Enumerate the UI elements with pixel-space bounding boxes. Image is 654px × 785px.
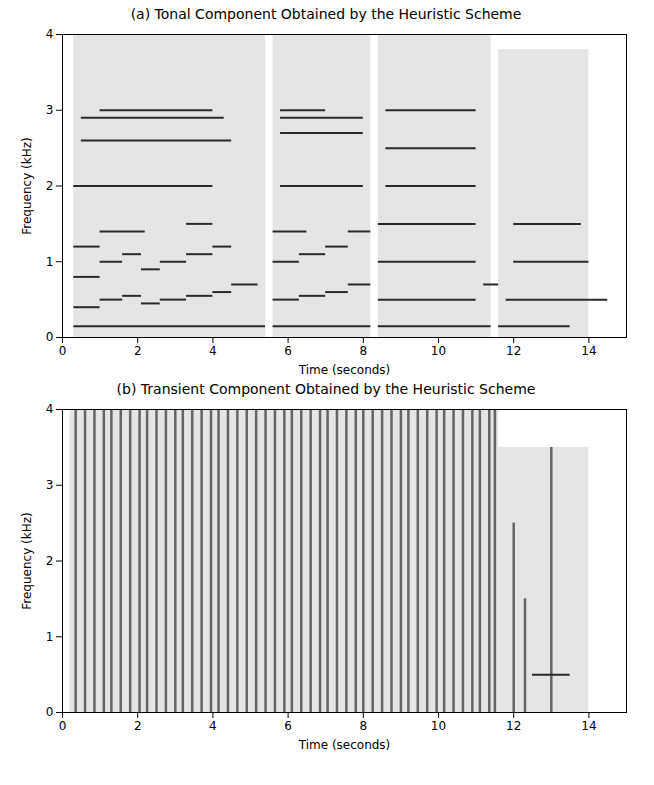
svg-text:2: 2 — [46, 554, 54, 568]
svg-text:Frequency (kHz): Frequency (kHz) — [20, 137, 34, 234]
svg-text:10: 10 — [431, 719, 446, 733]
svg-text:2: 2 — [46, 179, 54, 193]
html-text:(b) Transient Component Obtain: (b) Transient Component Obtained by the … — [116, 381, 536, 397]
svg-text:8: 8 — [359, 344, 367, 358]
svg-text:4: 4 — [209, 344, 217, 358]
svg-text:0: 0 — [46, 330, 54, 344]
svg-text:10: 10 — [431, 344, 446, 358]
svg-text:6: 6 — [284, 344, 292, 358]
svg-text:6: 6 — [284, 719, 292, 733]
svg-text:1: 1 — [46, 255, 54, 269]
svg-text:Time (seconds): Time (seconds) — [298, 738, 391, 752]
svg-text:4: 4 — [46, 27, 54, 41]
svg-text:Time (seconds): Time (seconds) — [298, 363, 391, 377]
svg-text:2: 2 — [134, 719, 142, 733]
svg-text:0: 0 — [59, 719, 67, 733]
svg-text:0: 0 — [59, 344, 67, 358]
svg-text:Frequency (kHz): Frequency (kHz) — [20, 512, 34, 609]
svg-text:3: 3 — [46, 103, 54, 117]
html-text:(a) Tonal Component Obtained b: (a) Tonal Component Obtained by the Heur… — [130, 6, 522, 22]
svg-text:14: 14 — [581, 719, 596, 733]
svg-text:12: 12 — [506, 719, 521, 733]
svg-text:8: 8 — [359, 719, 367, 733]
svg-text:2: 2 — [134, 344, 142, 358]
svg-text:14: 14 — [581, 344, 596, 358]
svg-text:4: 4 — [209, 719, 217, 733]
svg-text:3: 3 — [46, 478, 54, 492]
svg-text:0: 0 — [46, 705, 54, 719]
svg-text:4: 4 — [46, 402, 54, 416]
svg-text:1: 1 — [46, 630, 54, 644]
svg-text:12: 12 — [506, 344, 521, 358]
